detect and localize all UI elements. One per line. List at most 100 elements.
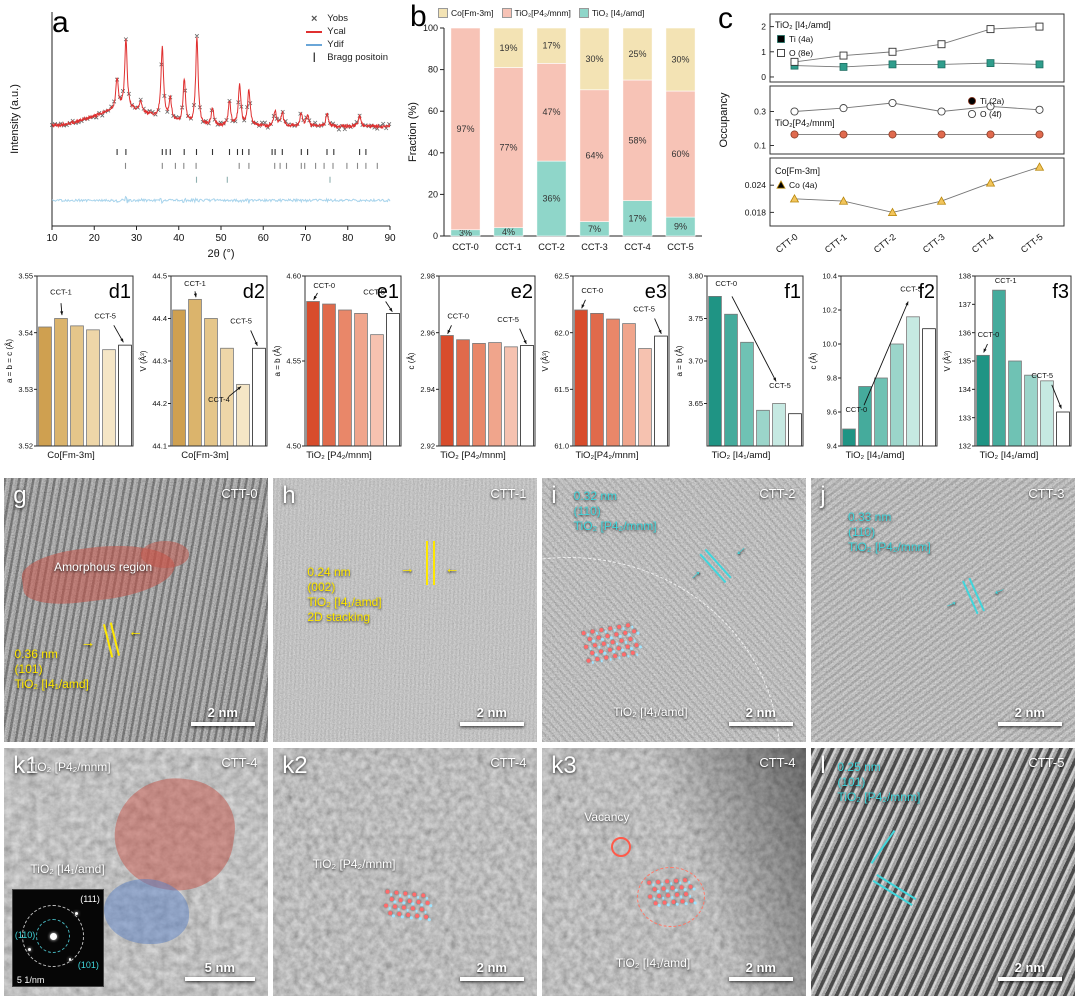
bar [590,313,604,447]
svg-text:V (Å³): V (Å³) [943,350,952,371]
bar-chart: 44.1 44.2 44.3 44.4 44.5 V (Å³) CCT-1 CCT-4 CCT-… [139,272,268,451]
panel-e2: 2.92 2.94 2.96 2.98 c (Å) CCT-0 CCT-5 e2 TiO₂ … [406,268,540,472]
svg-text:20: 20 [89,233,101,244]
scale-line [459,977,524,982]
bar [70,325,84,447]
bar [906,316,920,447]
panel-e3: 61.0 61.5 62.0 62.5 V (Å³) CCT-0 CCT-5 e3 TiO₂… [540,268,674,472]
phase-label: Co[Fm-3m] [181,450,229,461]
svg-text:O (4f): O (4f) [980,109,1002,119]
scale-bar: 2 nm [459,705,524,727]
legend: Co[Fm-3m] TiO₂[P4₂/mnm] TiO₂ [I4₁/amd] [438,8,644,18]
bar [86,329,100,447]
svg-text:O (8e): O (8e) [789,48,813,58]
svg-text:CCT-2: CCT-2 [538,242,565,252]
ydif-curve [51,195,391,205]
svg-text:CCT-5: CCT-5 [1031,371,1053,380]
svg-text:3.54: 3.54 [18,328,33,337]
panel-letter: f1 [784,281,801,303]
svg-text:3.53: 3.53 [18,385,33,394]
vacancy-label: Vacancy [584,810,630,824]
svg-text:9.8: 9.8 [827,374,837,383]
scale-line [728,977,793,982]
lattice-fringes [273,478,537,742]
svg-text:58%: 58% [628,135,646,145]
sample-label: CTT-4 [490,755,527,771]
svg-text:20: 20 [428,189,438,199]
anatase-region-highlight [104,879,189,944]
phase-label: TiO₂ [I4₁/amd] [845,450,905,461]
panel-f3: 132 133 134 135 136 137 138 V (Å³) CCT-0 CCT-1 CCT… [942,268,1076,472]
legend-label: TiO₂ [I4₁/amd] [591,8,645,18]
svg-text:80: 80 [342,233,354,244]
svg-text:CTT-1: CTT-1 [823,232,849,255]
stack-segment [579,27,610,91]
svg-text:3.55: 3.55 [18,272,33,281]
bar [922,328,936,447]
svg-text:4.50: 4.50 [286,442,301,451]
scale-bar: 2 nm [190,705,255,727]
d-spacing-lines [426,541,436,586]
phase-label: Co[Fm-3m] [47,450,95,461]
d-value: 0.32 nm [573,488,618,503]
fft-spot [68,958,72,961]
bar [322,303,336,447]
vacancy-circle [610,837,631,858]
svg-text:44.4: 44.4 [152,314,167,323]
scale-bar: 5 nm [184,960,255,982]
d-spacing-label: 0.25 nm (101) TiO₂ [P4₂/mnm] [837,760,920,805]
svg-text:3.65: 3.65 [688,399,703,408]
bar [708,295,722,447]
svg-text:44.2: 44.2 [152,399,167,408]
svg-text:2.92: 2.92 [420,442,435,451]
tem-panel-j: j CTT-3 0.33 nm (110) TiO₂ [P4₂/mnm] → ←… [811,478,1075,742]
panel-letter: e1 [376,281,399,303]
svg-text:44.5: 44.5 [152,272,167,281]
phase-label: TiO₂ [P4₂/mnm] [440,450,506,461]
svg-text:a = b (Å): a = b (Å) [273,345,282,376]
svg-text:9%: 9% [674,222,687,232]
sample-label: CTT-4 [759,755,796,771]
bar [724,313,738,447]
sample-label: CTT-1 [490,485,527,501]
legend-label: Ydif [327,39,344,50]
bar [842,428,856,447]
phase-name: TiO₂ [P4₂/mnm] [847,539,931,554]
panel-b-fractions: 0 20 40 60 80 100 Fraction (%) 3% 97% CCT-0 4% 77% 1… [404,0,710,262]
tem-row-1: g CTT-0 Amorphous region → ← 0.36 nm (10… [4,478,1075,742]
svg-text:97%: 97% [456,124,474,134]
svg-text:CCT-5: CCT-5 [94,312,116,321]
panel-d2: 44.1 44.2 44.3 44.4 44.5 V (Å³) CCT-1 CCT-4 CCT-… [138,268,272,472]
plane-index: (101) [837,775,866,790]
svg-text:40: 40 [173,233,185,244]
bar [456,339,470,447]
bar-chart: 3.52 3.53 3.54 3.55 a = b = c (Å) CCT-1 CCT-5 [5,272,134,451]
bar-chart: 61.0 61.5 62.0 62.5 V (Å³) CCT-0 CCT-5 [541,272,670,451]
tem-panel-i: i CTT-2 0.32 nm (110) TiO₂ [P4₂/mnm] → ←… [542,478,806,742]
svg-text:1: 1 [761,47,766,57]
scale-line [190,722,255,727]
tem-panel-l: l CTT-5 0.25 nm (101) TiO₂ [P4₂/mnm] 2 n… [811,748,1075,996]
svg-text:3%: 3% [459,228,472,238]
svg-text:Occupancy: Occupancy [718,92,730,148]
region-label: Amorphous region [54,559,153,574]
xrd-plot: 10 20 30 40 50 60 70 80 90 2θ (°) Intensity (a.u.) [9,12,396,260]
svg-text:0.018: 0.018 [745,207,767,217]
svg-text:2.94: 2.94 [420,385,435,394]
atomic-model-overlay [646,878,699,911]
phase-name: TiO₂ [I4₁/amd] [307,595,382,610]
d-spacing-label: 0.24 nm (002) TiO₂ [I4₁/amd] 2D stacking [307,565,381,625]
phase-label: TiO₂ [I4₁/amd] [979,450,1039,461]
ycal-marker [306,30,323,33]
panel-letter: h [282,481,296,509]
stack-segment [579,89,610,222]
stack-segment [665,90,696,218]
svg-text:2.96: 2.96 [420,328,435,337]
stack-segment [622,79,653,201]
atomic-model-overlay [382,889,435,924]
bar [890,343,904,447]
bar [874,377,888,447]
scale-line [997,977,1062,982]
bar [102,349,116,447]
